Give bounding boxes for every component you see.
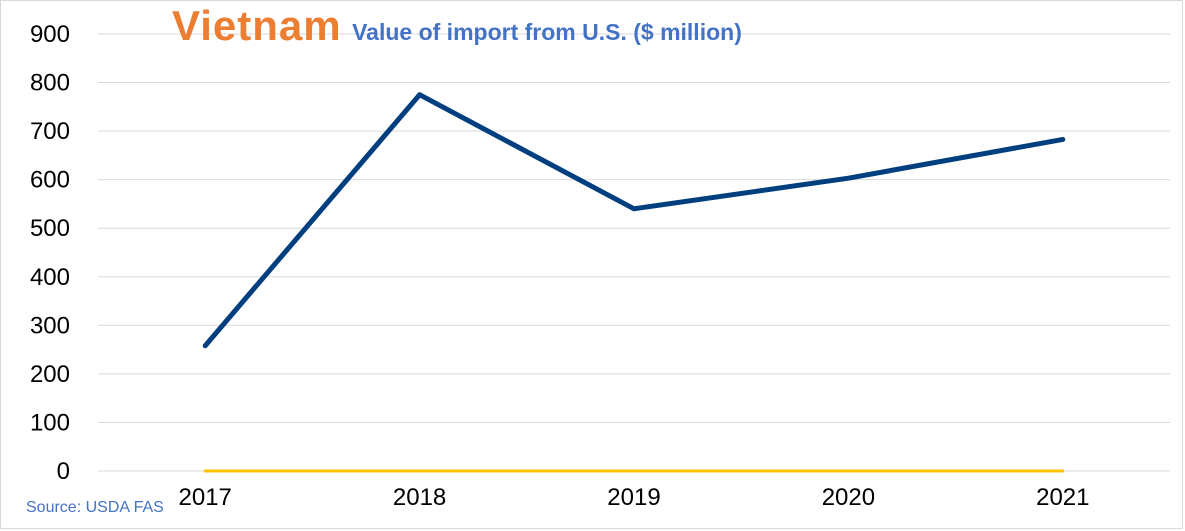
y-tick-label: 900: [30, 21, 70, 48]
y-tick-label: 600: [30, 167, 70, 194]
x-tick-label: 2018: [393, 484, 446, 511]
series-lines: [202, 92, 1066, 473]
x-tick-label: 2017: [179, 484, 232, 511]
x-tick-label: 2020: [822, 484, 875, 511]
chart-title-block: Vietnam Value of import from U.S. ($ mil…: [172, 2, 742, 50]
y-tick-label: 300: [30, 312, 70, 339]
chart-title: Vietnam: [172, 2, 342, 49]
chart-subtitle: Value of import from U.S. ($ million): [352, 19, 742, 45]
y-tick-label: 700: [30, 118, 70, 145]
y-tick-label: 400: [30, 264, 70, 291]
y-tick-label: 800: [30, 70, 70, 97]
x-tick-label: 2021: [1036, 484, 1089, 511]
y-tick-label: 0: [57, 458, 70, 485]
x-axis-ticks: 2017 2018 2019 2020 2021: [179, 484, 1090, 511]
series-line-0: [202, 92, 1066, 349]
source-note: Source: USDA FAS: [26, 499, 164, 516]
y-axis-ticks: 0 100 200 300 400 500 600 700 800 900: [30, 21, 70, 485]
y-tick-label: 200: [30, 361, 70, 388]
x-tick-label: 2019: [607, 484, 660, 511]
y-tick-label: 500: [30, 215, 70, 242]
gridlines: [98, 33, 1170, 472]
y-tick-label: 100: [30, 409, 70, 436]
